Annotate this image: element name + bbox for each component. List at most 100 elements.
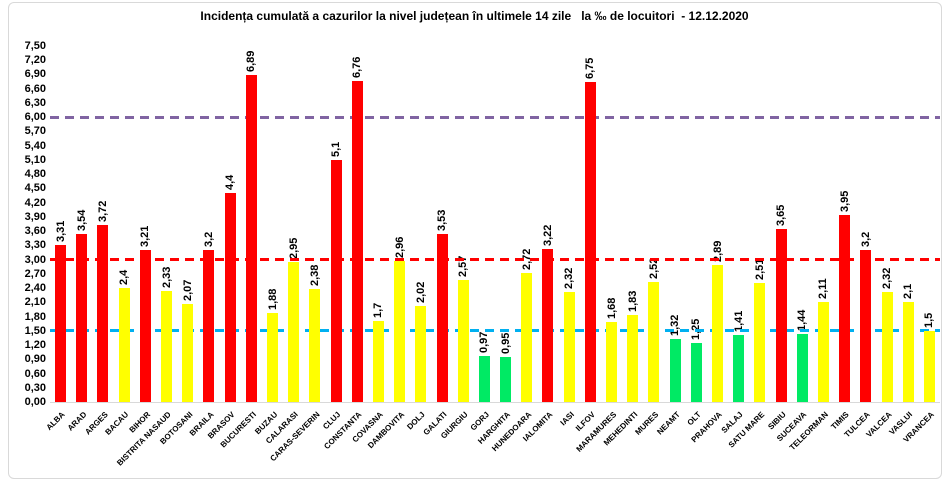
bar-value-text: 3,53 bbox=[436, 210, 449, 232]
bar bbox=[712, 264, 723, 402]
y-tick-label: 6,60 bbox=[24, 82, 46, 95]
bar bbox=[203, 250, 215, 402]
bar bbox=[521, 272, 533, 402]
bar bbox=[161, 291, 173, 402]
bar bbox=[97, 225, 109, 402]
bar bbox=[436, 234, 448, 402]
bar bbox=[457, 280, 469, 402]
bar-value-text: 1,5 bbox=[923, 312, 936, 328]
bar bbox=[542, 249, 554, 402]
y-tick-label: 1,80 bbox=[24, 310, 46, 323]
bar-value-text: 2,07 bbox=[181, 279, 194, 301]
bar-value-text: 0,95 bbox=[499, 332, 512, 354]
bar-value-text: 1,7 bbox=[372, 303, 385, 319]
bar bbox=[478, 355, 490, 402]
y-tick-label: 7,50 bbox=[24, 40, 46, 52]
bar-value-text: 3,21 bbox=[139, 225, 152, 247]
bar bbox=[923, 330, 935, 402]
bar-value-text: 3,54 bbox=[75, 209, 88, 231]
bar bbox=[351, 81, 363, 402]
bar bbox=[733, 335, 745, 402]
y-tick-label: 6,90 bbox=[24, 68, 46, 81]
y-tick-label: 4,50 bbox=[24, 182, 46, 195]
bar-value-text: 5,1 bbox=[330, 141, 343, 157]
threshold-line bbox=[50, 115, 940, 119]
bar bbox=[330, 159, 342, 402]
bar-value-text: 3,22 bbox=[541, 224, 554, 247]
bar bbox=[690, 342, 702, 402]
bar bbox=[288, 261, 300, 402]
bar bbox=[224, 193, 236, 402]
y-tick-label: 5,70 bbox=[24, 125, 46, 138]
bar-value-text: 0,97 bbox=[478, 331, 491, 353]
threshold-line bbox=[50, 258, 940, 262]
bar bbox=[669, 339, 681, 402]
bar bbox=[627, 315, 639, 402]
bar-value-text: 3,95 bbox=[838, 190, 851, 212]
bar bbox=[754, 282, 766, 402]
bar-value-text: 6,76 bbox=[351, 56, 364, 79]
bar-value-text: 1,88 bbox=[266, 288, 279, 310]
bar-value-text: 1,44 bbox=[796, 309, 809, 331]
bar-value-text: 4,4 bbox=[224, 174, 237, 191]
bar-value-text: 2,02 bbox=[414, 281, 427, 304]
y-tick-label: 2,70 bbox=[24, 267, 46, 280]
bar-value-text: 2,32 bbox=[563, 267, 576, 289]
bar-value-text: 6,75 bbox=[584, 57, 597, 79]
y-tick-label: 1,20 bbox=[24, 339, 46, 352]
bar bbox=[55, 244, 67, 402]
bar bbox=[139, 249, 151, 402]
bar-value-text: 2,1 bbox=[902, 284, 915, 300]
bar bbox=[817, 301, 829, 402]
y-tick-label: 3,90 bbox=[24, 210, 46, 223]
y-tick-label: 0,00 bbox=[24, 396, 46, 408]
bar bbox=[606, 322, 618, 402]
bar-value-text: 3,31 bbox=[54, 220, 67, 242]
bar bbox=[118, 288, 130, 402]
bar-value-text: 3,2 bbox=[202, 231, 215, 248]
y-tick-label: 6,00 bbox=[24, 111, 46, 124]
y-tick-label: 2,10 bbox=[24, 296, 46, 309]
bar-value-text: 2,52 bbox=[647, 257, 660, 280]
chart-title: Incidența cumulată a cazurilor la nivel … bbox=[200, 9, 749, 23]
y-tick-label: 4,20 bbox=[24, 196, 46, 209]
bar bbox=[563, 291, 575, 402]
bar bbox=[394, 261, 406, 402]
bar bbox=[881, 291, 893, 402]
plot-area: 0,00 0,30 0,60 0,90 1,20 1,50 1,80 2,10 2,40 2,70… bbox=[25, 40, 940, 468]
bar bbox=[415, 306, 427, 402]
x-axis-line bbox=[50, 402, 940, 403]
bar-value-text: 1,83 bbox=[626, 290, 639, 313]
bar-value-text: 2,96 bbox=[393, 237, 406, 259]
y-tick-label: 3,30 bbox=[24, 239, 46, 252]
category-label-text: IASI bbox=[558, 410, 576, 428]
bar-value-text: 2,95 bbox=[287, 237, 300, 259]
bar bbox=[372, 321, 384, 402]
bar bbox=[182, 303, 194, 402]
bar bbox=[500, 356, 512, 402]
bar bbox=[76, 233, 88, 402]
bar bbox=[584, 81, 596, 402]
y-tick-label: 0,30 bbox=[24, 381, 46, 394]
y-tick-label: 7,20 bbox=[24, 54, 46, 67]
bar bbox=[648, 282, 660, 402]
bar-value-text: 1,68 bbox=[605, 297, 618, 320]
category-label-text: ALBA bbox=[44, 410, 67, 433]
bar bbox=[245, 74, 257, 402]
bar-value-text: 3,72 bbox=[96, 201, 109, 223]
bar-value-text: 6,89 bbox=[245, 50, 258, 72]
bar-value-text: 2,51 bbox=[753, 258, 766, 280]
bar bbox=[775, 228, 787, 402]
bar-value-text: 2,38 bbox=[308, 264, 321, 287]
bar bbox=[902, 302, 914, 402]
y-tick-label: 3,60 bbox=[24, 225, 46, 238]
y-tick-label: 0,90 bbox=[24, 353, 46, 366]
bar bbox=[839, 214, 851, 402]
y-tick-label: 3,00 bbox=[24, 253, 46, 266]
bar-value-text: 2,4 bbox=[118, 269, 131, 286]
threshold-line bbox=[50, 329, 940, 333]
y-tick-label: 5,40 bbox=[24, 139, 46, 152]
y-tick-label: 1,50 bbox=[24, 324, 46, 337]
bar bbox=[796, 333, 808, 402]
y-tick-label: 6,30 bbox=[24, 96, 46, 109]
